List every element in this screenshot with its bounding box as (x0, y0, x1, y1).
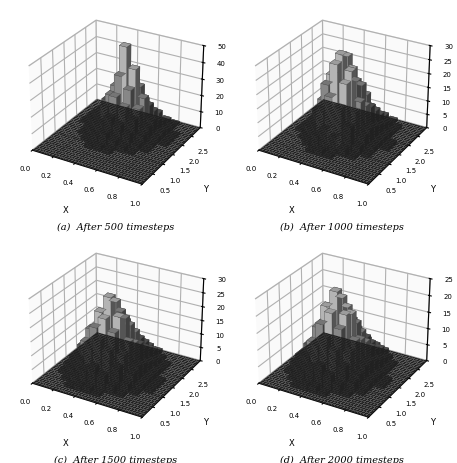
Y-axis label: Y: Y (203, 185, 208, 194)
X-axis label: X: X (289, 206, 295, 215)
Y-axis label: Y: Y (430, 418, 435, 426)
Text: (a)  After 500 timesteps: (a) After 500 timesteps (57, 222, 174, 231)
X-axis label: X: X (289, 438, 295, 447)
Text: (c)  After 1500 timesteps: (c) After 1500 timesteps (54, 455, 177, 463)
X-axis label: X: X (63, 206, 69, 215)
Text: (d)  After 2000 timesteps: (d) After 2000 timesteps (280, 455, 404, 463)
Y-axis label: Y: Y (430, 185, 435, 194)
Y-axis label: Y: Y (203, 418, 208, 426)
Text: (b)  After 1000 timesteps: (b) After 1000 timesteps (280, 222, 404, 231)
X-axis label: X: X (63, 438, 69, 447)
